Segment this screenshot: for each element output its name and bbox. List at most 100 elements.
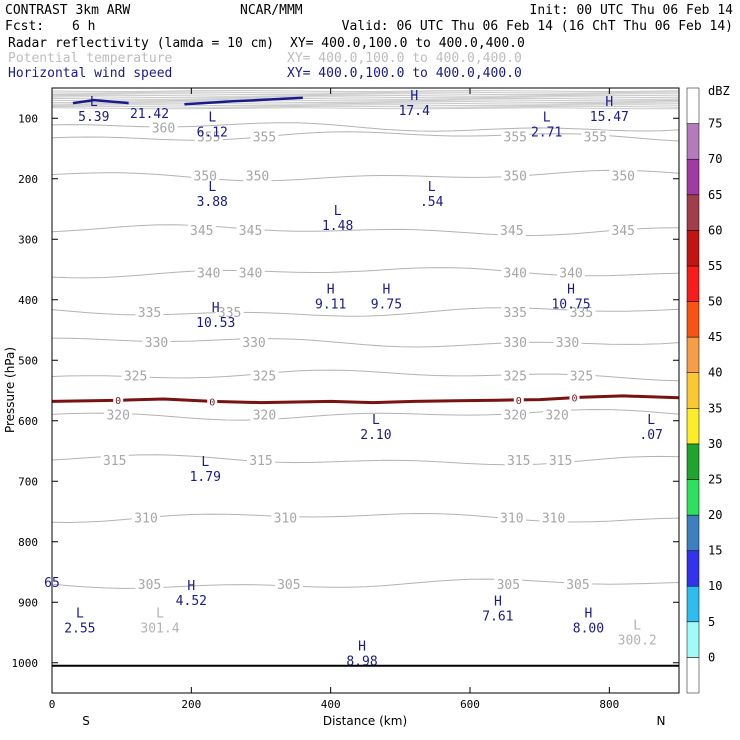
colorbar-level-label: 10	[708, 579, 722, 593]
extremum-marker: L	[90, 95, 98, 110]
plot-area: 305 305 305 305 310 310 310 310 315 315 315 315 320 3…	[12, 87, 680, 711]
theta-label-mask	[250, 408, 279, 422]
theta-label: 355	[253, 130, 276, 145]
extremum-value: 3.88	[197, 195, 228, 210]
extremum-value: 4.52	[176, 594, 207, 609]
colorbar-swatch	[686, 87, 700, 124]
plot-background	[52, 88, 679, 693]
wind-speed-contour	[72, 98, 129, 105]
extremum-marker: H	[327, 283, 335, 298]
theta-label: 315	[103, 454, 126, 469]
extremum-value: 5.39	[78, 110, 109, 125]
theta-label: 310	[500, 512, 523, 527]
upper-theta-line	[52, 94, 679, 97]
colorbar-level-label: 35	[708, 401, 722, 415]
theta-label-mask	[243, 169, 272, 183]
colorbar-swatch	[686, 479, 700, 516]
theta-label: 335	[218, 306, 241, 321]
field-name-wind: Horizontal wind speed	[8, 66, 172, 81]
x-axis-ticks: 0 200 400 600 800	[49, 88, 619, 711]
theta-label: 345	[190, 224, 213, 239]
extremum-marker: L	[208, 110, 216, 125]
theta-label-mask	[236, 224, 265, 238]
field-xy-theta: XY= 400.0,100.0 to 400.0,400.0	[287, 51, 522, 66]
theta-label: 350	[194, 170, 217, 185]
extremum-value: 300.2	[618, 633, 657, 648]
theta-label: 350	[246, 170, 269, 185]
upper-theta-line	[52, 105, 679, 108]
upper-theta-line	[52, 90, 679, 93]
theta-label: 310	[134, 512, 157, 527]
theta-label-mask	[501, 130, 530, 144]
theta-label-mask	[497, 224, 526, 238]
theta-label-mask	[546, 454, 575, 468]
extremum-marker: H	[494, 594, 502, 609]
theta-contour-345	[52, 224, 679, 237]
wind-speed-contour	[184, 96, 303, 106]
theta-contour-355	[52, 131, 679, 142]
org-label: NCAR/MMM	[240, 3, 303, 18]
extremum-marker: L	[633, 618, 641, 633]
theta-label: 310	[274, 512, 297, 527]
extremum-marker: H	[358, 640, 366, 655]
freezing-marker-mask	[113, 395, 124, 406]
theta-label: 345	[500, 224, 523, 239]
extremum-marker: L	[428, 180, 436, 195]
extremum-value: 1.79	[190, 470, 221, 485]
theta-label: 330	[504, 336, 527, 351]
theta-label: 315	[507, 454, 530, 469]
theta-label-mask	[187, 224, 216, 238]
extremum-value: 8.00	[573, 621, 604, 636]
y-tick-label: 700	[18, 475, 38, 488]
theta-label: 355	[584, 130, 607, 145]
theta-label-mask	[501, 266, 530, 280]
field-xy-reflectivity: XY= 400.0,100.0 to 400.0,400.0	[290, 36, 525, 51]
theta-label: 360	[152, 121, 175, 136]
extremum-value: 7.61	[482, 609, 513, 624]
theta-label-mask	[194, 266, 223, 280]
colorbar-swatch	[686, 372, 700, 409]
colorbar-level-label: 25	[708, 473, 722, 487]
fcst-label: Fcst:	[5, 19, 44, 34]
theta-label-mask	[100, 454, 129, 468]
colorbar-level-label: 30	[708, 437, 722, 451]
upper-theta-band	[52, 90, 679, 110]
theta-label: 305	[277, 578, 300, 593]
theta-label-mask	[240, 336, 269, 350]
theta-label: 320	[253, 409, 276, 424]
chart-title: CONTRAST 3km ARW	[5, 3, 130, 18]
theta-contour-350	[52, 169, 679, 182]
freezing-marker-label: 0	[209, 397, 215, 408]
theta-label-mask	[543, 408, 572, 422]
extremum-marker: H	[212, 301, 220, 316]
theta-label-mask	[271, 511, 300, 525]
theta-label: 310	[542, 512, 565, 527]
theta-label-mask	[135, 305, 164, 319]
colorbar-level-label: 65	[708, 188, 722, 202]
colorbar-swatch	[686, 194, 700, 231]
y-axis-label: Pressure (hPa)	[3, 347, 17, 433]
freezing-marker-label: 0	[571, 394, 577, 405]
y-tick-label: 200	[18, 173, 38, 186]
x-tick-label: 200	[181, 698, 201, 711]
x-tick-label: 0	[49, 698, 56, 711]
extremum-marker: H	[605, 95, 613, 110]
colorbar-swatch	[686, 443, 700, 480]
y-tick-label: 900	[18, 596, 38, 609]
extremum-value: 17.4	[399, 104, 430, 119]
extremum-marker: L	[201, 455, 209, 470]
theta-label-mask	[250, 369, 279, 383]
extremum-value: 9.11	[315, 298, 346, 313]
theta-label-mask	[132, 511, 161, 525]
extremum-value: 301.4	[140, 621, 179, 636]
theta-label-mask	[581, 130, 610, 144]
freezing-marker-mask	[569, 392, 580, 403]
extremum-marker: H	[187, 579, 195, 594]
theta-label-mask	[501, 369, 530, 383]
colorbar-level-label: 5	[708, 615, 715, 629]
extremum-marker: L	[334, 204, 342, 219]
theta-label-mask	[215, 305, 244, 319]
theta-label: 340	[504, 267, 527, 282]
colorbar-level-label: 70	[708, 152, 722, 166]
